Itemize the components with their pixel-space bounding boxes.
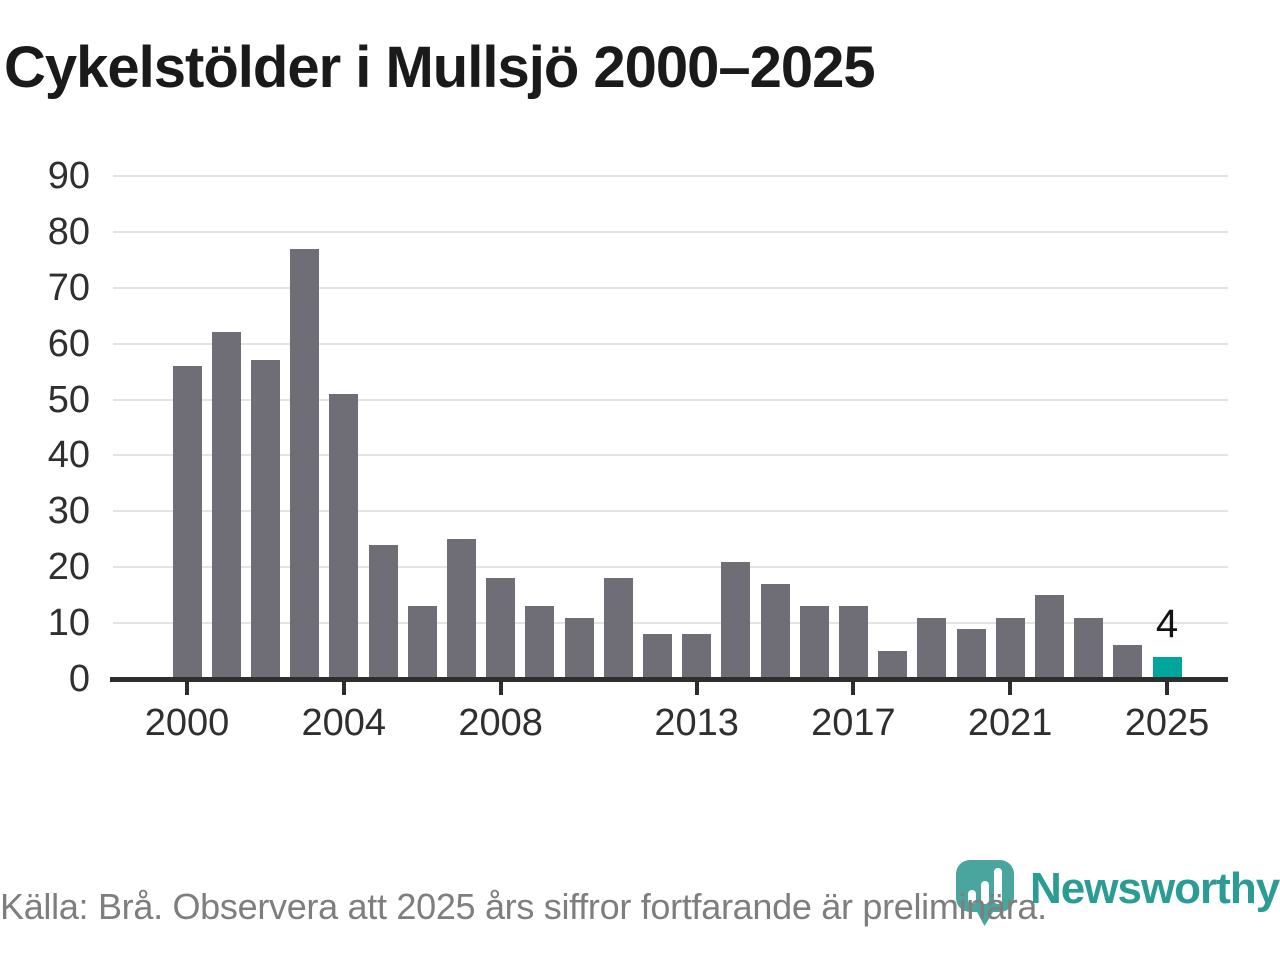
x-tick-2021 [1008,682,1013,695]
gridline-y-50 [113,398,1228,401]
bar-2003 [290,248,320,677]
bar-2022 [1034,595,1064,677]
y-tick-label-70: 70 [47,266,90,309]
bar-2012 [642,634,672,677]
bar-2021 [995,617,1025,677]
x-tick-label-2021: 2021 [967,702,1053,744]
bar-2011 [603,578,633,677]
bar-2005 [368,544,398,677]
bar-highlight-2025 [1152,656,1182,677]
x-tick-2000 [185,682,189,695]
brand-name: Newsworthy [1030,864,1280,913]
x-tick-2013 [694,682,699,695]
bar-2016 [799,606,829,677]
x-tick-label-2000: 2000 [144,702,230,744]
bar-2007 [446,539,476,677]
bar-2023 [1074,617,1104,677]
gridline-y-60 [113,342,1228,345]
bar-2014 [721,561,751,677]
bar-2018 [878,651,908,677]
gridline-y-90 [113,174,1228,177]
bar-2015 [760,583,790,677]
newsworthy-logo-icon [956,860,1014,926]
x-tick-label-2025: 2025 [1124,702,1210,744]
x-axis-line [110,677,1228,682]
bar-2019 [917,617,947,677]
bar-2008 [486,578,516,677]
gridline-y-30 [113,510,1228,513]
bar-2001 [211,332,241,677]
x-tick-2025 [1165,682,1169,695]
source-note: Källa: Brå. Observera att 2025 års siffr… [0,886,1047,927]
bar-2017 [838,606,868,677]
gridline-y-70 [113,286,1228,289]
x-tick-2017 [851,682,856,695]
y-tick-label-90: 90 [47,154,90,197]
gridline-y-80 [113,230,1228,233]
y-tick-label-60: 60 [47,322,90,365]
x-tick-label-2008: 2008 [458,702,543,744]
x-tick-label-2017: 2017 [811,702,896,744]
gridline-y-40 [113,454,1228,457]
x-tick-label-2004: 2004 [301,702,387,744]
y-tick-label-80: 80 [47,210,90,253]
gridline-y-20 [113,566,1228,569]
x-tick-2008 [498,682,503,695]
x-tick-2004 [341,682,346,695]
y-tick-label-10: 10 [47,602,90,645]
gridline-y-10 [113,622,1228,625]
bar-2000 [172,365,202,677]
y-tick-label-40: 40 [47,434,90,477]
bar-2010 [564,617,594,677]
bar-2013 [682,634,712,677]
bar-2020 [956,628,986,677]
bar-2024 [1113,645,1143,677]
x-tick-label-2013: 2013 [654,702,739,744]
y-tick-label-0: 0 [68,658,90,700]
y-tick-label-50: 50 [47,378,90,421]
bar-2006 [407,606,437,677]
bar-2002 [250,360,280,677]
bar-2009 [525,606,555,677]
bar-2004 [329,393,359,677]
y-tick-label-20: 20 [47,546,90,589]
value-annotation: 4 [1155,602,1179,646]
y-tick-label-30: 30 [47,490,90,533]
chart-title: Cykelstölder i Mullsjö 2000–2025 [4,35,876,100]
